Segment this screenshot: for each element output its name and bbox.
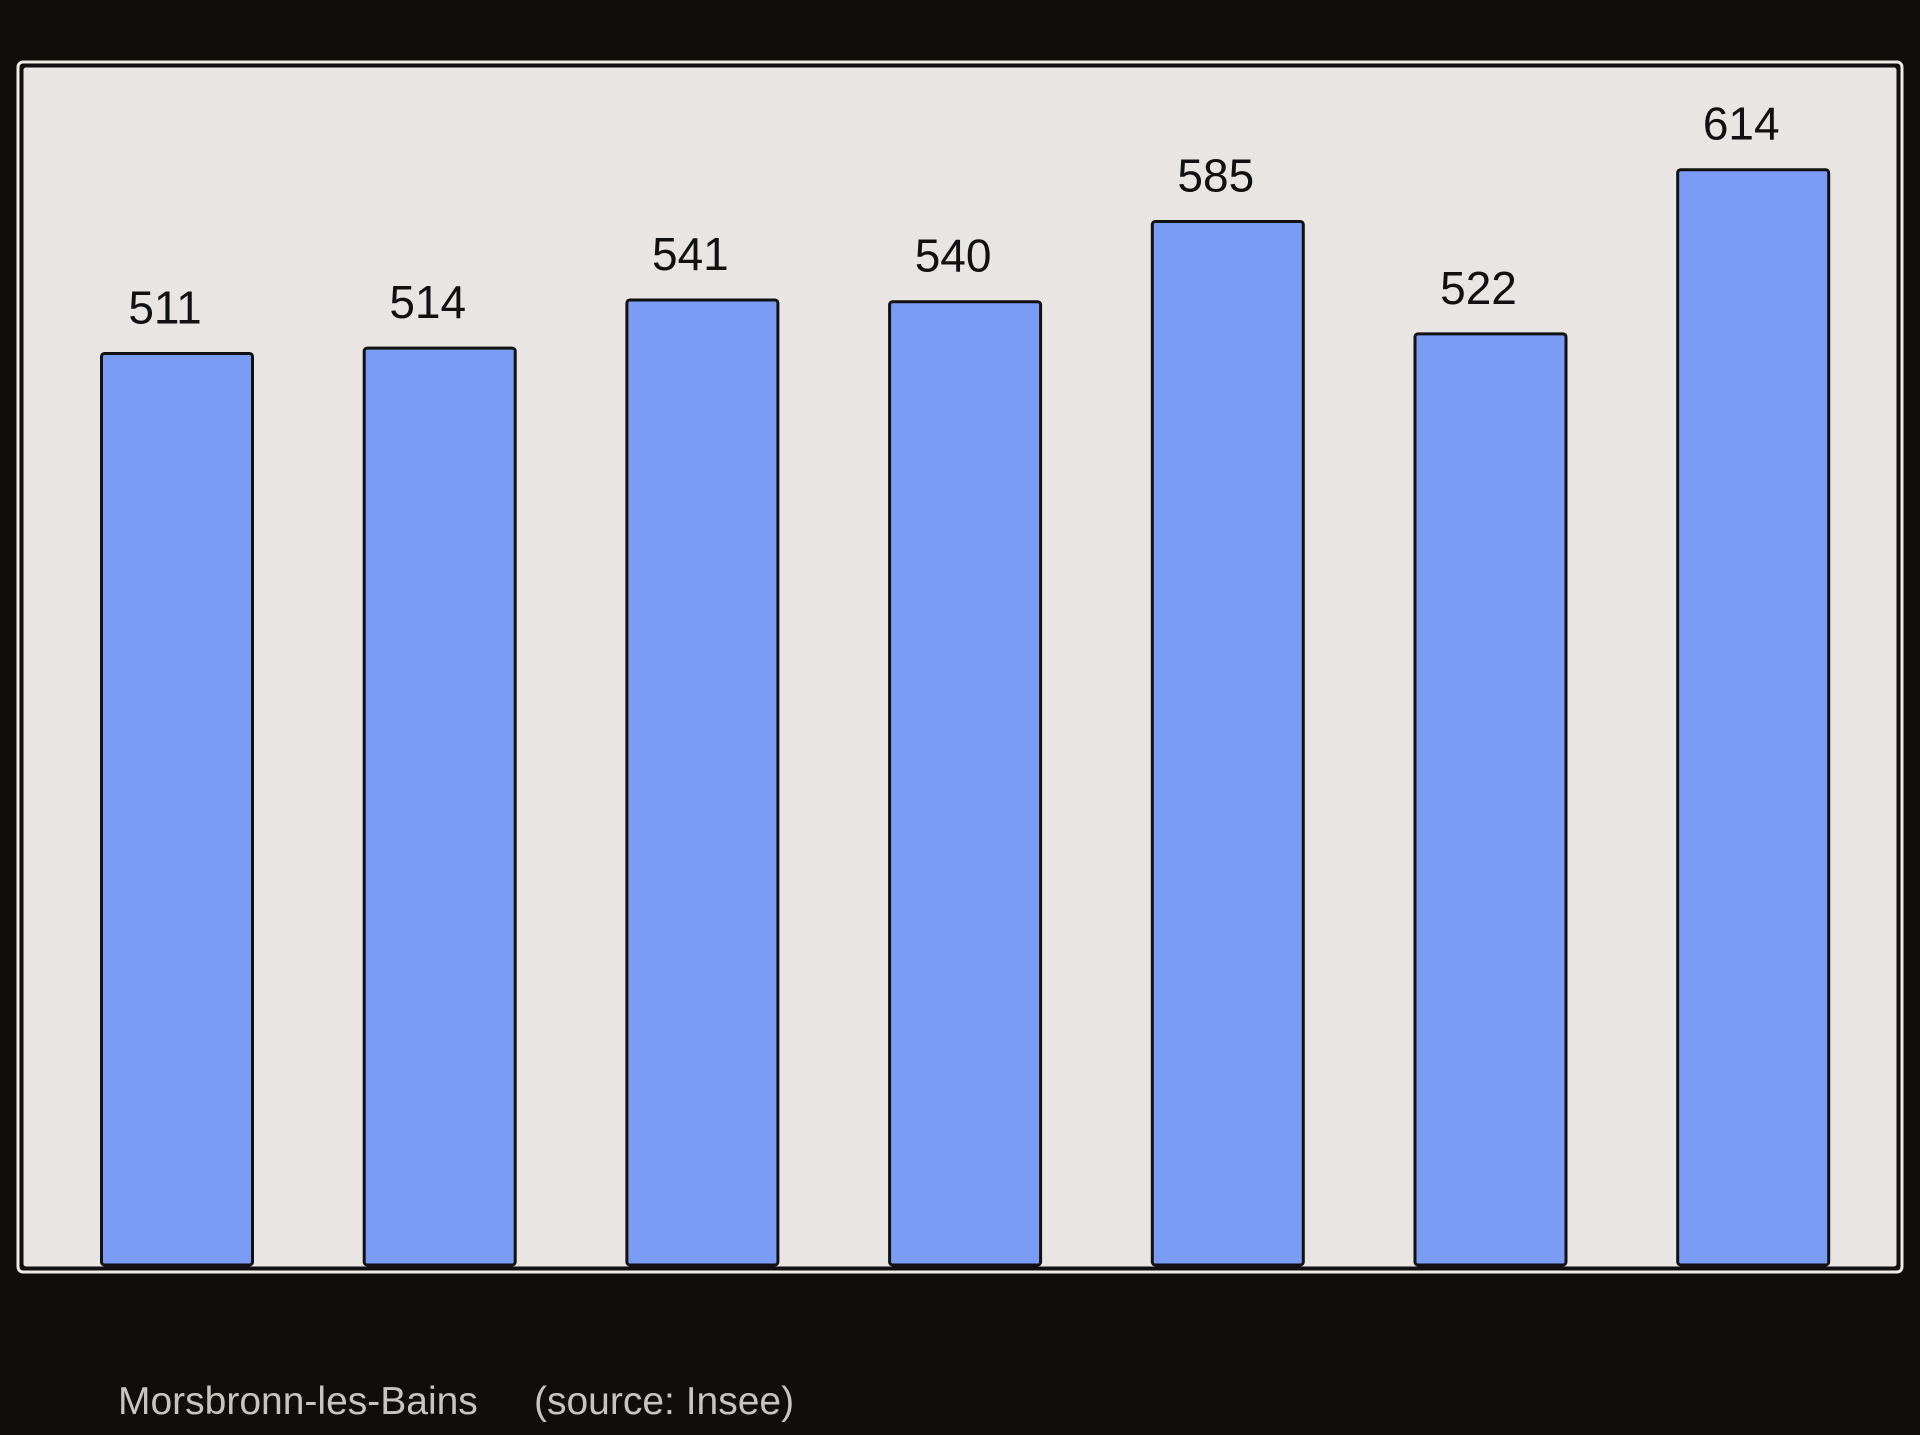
bar: [888, 300, 1043, 1267]
data-label: 614: [1703, 98, 1780, 150]
bar: [625, 298, 780, 1267]
bar: [1150, 219, 1305, 1267]
chart-title: Morsbronn-les-Bains: [118, 1380, 478, 1423]
data-label: 514: [389, 276, 466, 328]
data-label: 522: [1440, 262, 1517, 314]
bar: [100, 351, 254, 1267]
data-label: 540: [915, 230, 992, 282]
bar: [362, 346, 517, 1267]
data-label: 511: [128, 281, 201, 333]
data-label: 541: [652, 228, 729, 280]
source: (source: Insee): [534, 1380, 794, 1423]
frame-outer: [16, 60, 1904, 1274]
bar: [1676, 168, 1831, 1267]
bar: [1413, 332, 1568, 1267]
data-label: 585: [1177, 149, 1254, 201]
